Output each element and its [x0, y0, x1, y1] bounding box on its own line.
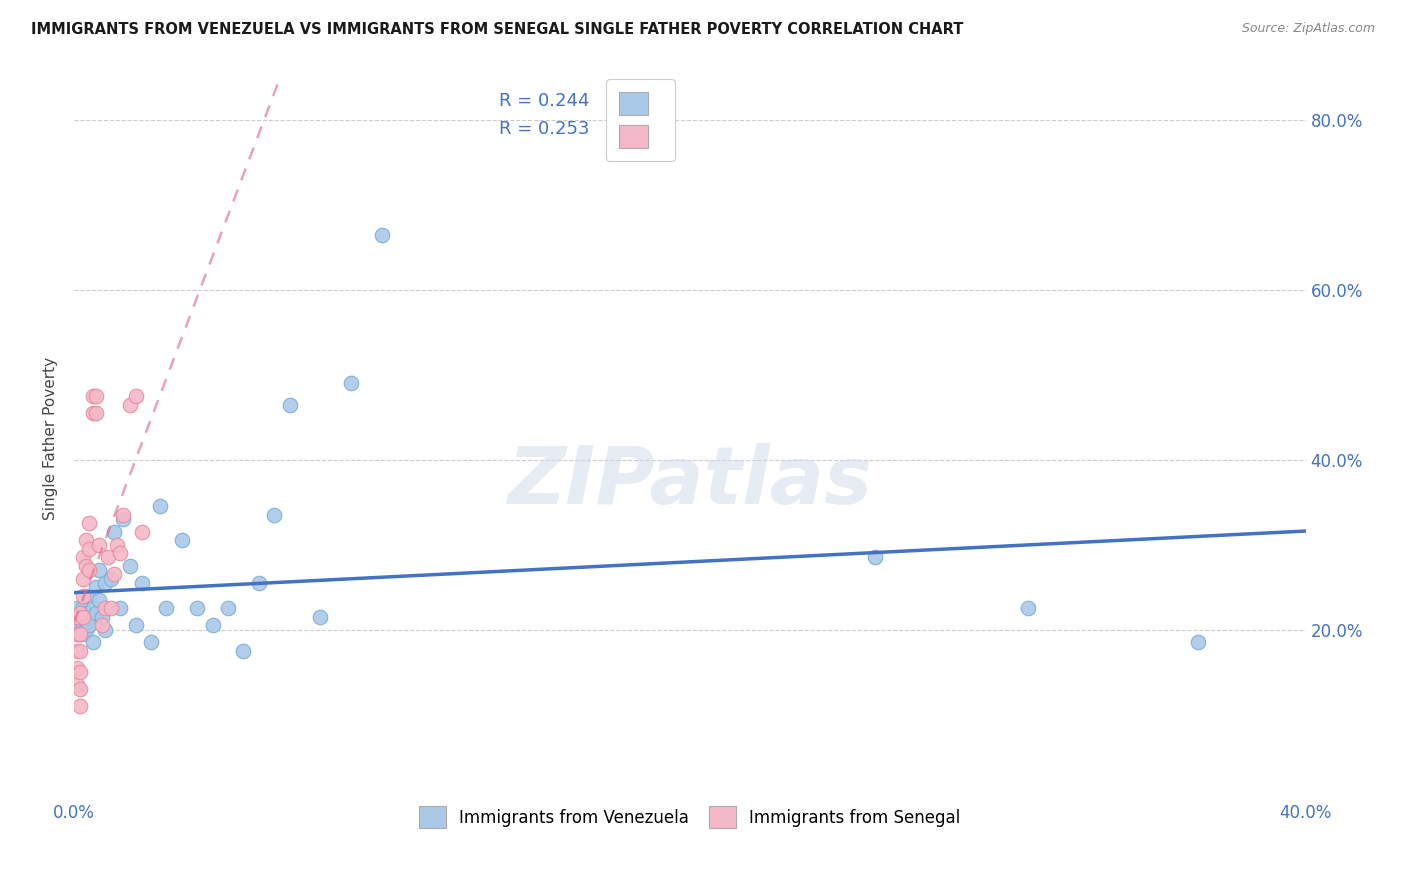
Point [79, 516, 101, 531]
Y-axis label: Single Father Poverty: Single Father Poverty [44, 357, 58, 520]
Point [149, 500, 172, 514]
Point [84, 389, 107, 403]
Point [69, 606, 91, 620]
Point [75, 533, 97, 548]
Point [186, 601, 208, 615]
Point [87, 563, 110, 577]
Point [94, 575, 117, 590]
Point [82, 601, 104, 615]
Point [72, 589, 94, 603]
Point [118, 397, 141, 411]
Point [79, 563, 101, 577]
Point [124, 389, 146, 403]
Point [79, 618, 101, 632]
Point [79, 589, 101, 603]
Point [69, 606, 91, 620]
Point [90, 610, 112, 624]
Point [66, 610, 89, 624]
Point [69, 618, 91, 632]
Point [72, 550, 94, 565]
Point [84, 406, 107, 420]
Point [110, 546, 132, 560]
Point [232, 644, 254, 658]
Point [66, 610, 89, 624]
Point [75, 623, 97, 637]
Point [69, 627, 91, 641]
Point [90, 618, 112, 632]
Point [69, 665, 91, 679]
Point [72, 610, 94, 624]
Point [82, 635, 104, 649]
Point [69, 627, 91, 641]
Point [1017, 601, 1039, 615]
Point [139, 635, 162, 649]
Point [94, 601, 117, 615]
Point [66, 661, 89, 675]
Point [69, 644, 91, 658]
Text: R = 0.244   N = 50: R = 0.244 N = 50 [499, 92, 669, 110]
Point [112, 508, 135, 522]
Point [72, 618, 94, 632]
Point [66, 644, 89, 658]
Point [72, 610, 94, 624]
Point [69, 699, 91, 714]
Point [371, 227, 394, 242]
Point [87, 593, 110, 607]
Point [1187, 635, 1209, 649]
Point [309, 610, 332, 624]
Point [110, 601, 132, 615]
Point [100, 601, 122, 615]
Point [247, 575, 270, 590]
Point [72, 601, 94, 615]
Point [72, 572, 94, 586]
Point [84, 580, 107, 594]
Point [201, 618, 224, 632]
Point [100, 572, 122, 586]
Point [263, 508, 285, 522]
Point [75, 614, 97, 628]
Legend: Immigrants from Venezuela, Immigrants from Senegal: Immigrants from Venezuela, Immigrants fr… [412, 800, 967, 835]
Point [863, 550, 886, 565]
Point [75, 558, 97, 573]
Point [94, 623, 117, 637]
Point [97, 550, 120, 565]
Point [155, 601, 177, 615]
Point [84, 606, 107, 620]
Point [105, 538, 128, 552]
Point [118, 558, 141, 573]
Text: Source: ZipAtlas.com: Source: ZipAtlas.com [1241, 22, 1375, 36]
Point [69, 682, 91, 697]
Point [66, 627, 89, 641]
Point [66, 678, 89, 692]
Point [72, 627, 94, 641]
Point [69, 610, 91, 624]
Point [66, 627, 89, 641]
Point [79, 541, 101, 556]
Point [79, 610, 101, 624]
Point [131, 575, 153, 590]
Point [217, 601, 239, 615]
Point [340, 376, 363, 391]
Point [87, 538, 110, 552]
Text: ZIPatlas: ZIPatlas [508, 442, 872, 521]
Text: IMMIGRANTS FROM VENEZUELA VS IMMIGRANTS FROM SENEGAL SINGLE FATHER POVERTY CORRE: IMMIGRANTS FROM VENEZUELA VS IMMIGRANTS … [31, 22, 963, 37]
Point [82, 389, 104, 403]
Point [103, 567, 125, 582]
Point [131, 524, 153, 539]
Point [82, 406, 104, 420]
Text: R = 0.253   N = 36: R = 0.253 N = 36 [499, 120, 669, 138]
Point [278, 397, 301, 411]
Point [75, 606, 97, 620]
Point [103, 524, 125, 539]
Point [170, 533, 193, 548]
Point [112, 512, 135, 526]
Point [124, 618, 146, 632]
Point [66, 601, 89, 615]
